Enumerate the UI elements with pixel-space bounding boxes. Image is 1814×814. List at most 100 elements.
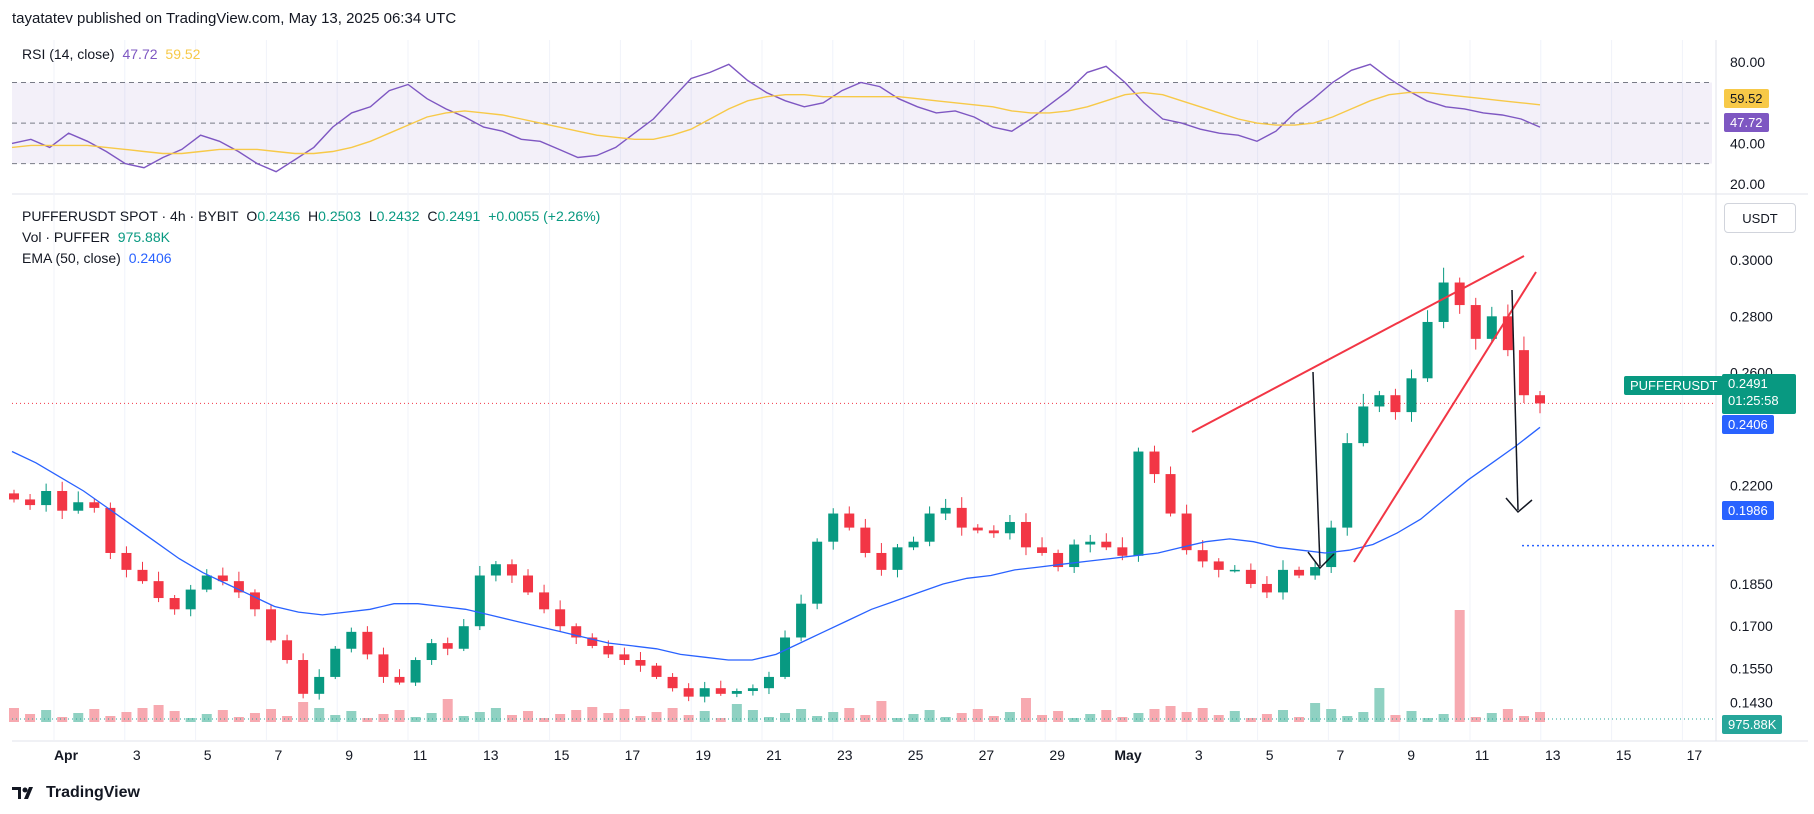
volume-bar bbox=[346, 711, 357, 722]
candle-body bbox=[121, 552, 132, 570]
candle-body bbox=[796, 603, 807, 638]
rsi-tick-label: 40.00 bbox=[1730, 135, 1765, 151]
volume-bar bbox=[1358, 712, 1369, 722]
candle-body bbox=[1037, 547, 1048, 553]
volume-bar bbox=[1213, 715, 1224, 722]
volume-bar bbox=[137, 708, 148, 722]
volume-bar bbox=[1117, 717, 1128, 722]
time-tick-label: 29 bbox=[1049, 747, 1065, 763]
volume-bar bbox=[651, 712, 662, 722]
price-tick-label: 0.1430 bbox=[1730, 694, 1773, 710]
candle-body bbox=[233, 581, 244, 593]
volume-bar bbox=[988, 716, 999, 722]
candle-body bbox=[1085, 541, 1096, 545]
candle-body bbox=[731, 691, 742, 694]
candle-body bbox=[410, 660, 421, 683]
volume-bar bbox=[1342, 716, 1353, 722]
candle-body bbox=[603, 645, 614, 655]
symbol-legend: PUFFERUSDT SPOT · 4h · BYBIT bbox=[22, 208, 239, 224]
candle-body bbox=[1229, 569, 1240, 572]
candle-body bbox=[523, 575, 534, 593]
candle-body bbox=[908, 541, 919, 548]
volume-bar bbox=[699, 711, 710, 722]
volume-bar bbox=[57, 717, 68, 722]
volume-bar bbox=[410, 717, 421, 722]
volume-bar bbox=[1165, 706, 1176, 722]
candle-body bbox=[506, 564, 517, 576]
price-tag-box: 0.2491 01:25:58 bbox=[1722, 374, 1796, 414]
open-label: O bbox=[246, 208, 258, 224]
volume-bar bbox=[266, 709, 277, 722]
candle-body bbox=[249, 592, 260, 610]
candle-body bbox=[346, 631, 357, 649]
time-tick-label: 3 bbox=[1195, 747, 1203, 763]
volume-bar bbox=[1502, 709, 1513, 722]
candle-body bbox=[153, 581, 164, 599]
volume-bar bbox=[715, 718, 726, 722]
candle-body bbox=[1486, 316, 1497, 339]
candle-body bbox=[1374, 395, 1385, 407]
price-tick-label: 0.3000 bbox=[1730, 252, 1773, 268]
candle-body bbox=[1310, 567, 1321, 576]
candle-body bbox=[378, 654, 389, 677]
volume-bar bbox=[667, 708, 678, 722]
volume-bar bbox=[1004, 712, 1015, 722]
volume-bar bbox=[1326, 709, 1337, 722]
tradingview-logo[interactable]: TradingView bbox=[12, 784, 140, 802]
time-tick-label: 13 bbox=[1545, 747, 1561, 763]
volume-bar bbox=[1470, 717, 1481, 722]
candle-body bbox=[1261, 583, 1272, 593]
volume-bar bbox=[603, 713, 614, 722]
rsi-legend-name: RSI (14, close) bbox=[22, 46, 115, 62]
arrow-right-shaft bbox=[1511, 289, 1519, 511]
volume-bar bbox=[1197, 708, 1208, 722]
volume-bar bbox=[1085, 714, 1096, 722]
tradingview-brand: TradingView bbox=[46, 784, 140, 801]
volume-bar bbox=[41, 710, 52, 722]
volume-bar bbox=[169, 711, 180, 722]
rsi-line bbox=[11, 63, 1541, 173]
candle-body bbox=[1197, 550, 1208, 562]
candle-body bbox=[876, 552, 887, 570]
volume-bar bbox=[956, 713, 967, 722]
candle-body bbox=[1454, 282, 1465, 306]
volume-bar bbox=[506, 715, 517, 722]
candle-body bbox=[298, 660, 309, 694]
high-label: H bbox=[308, 208, 319, 224]
time-tick-label: 17 bbox=[625, 747, 641, 763]
time-tick-label: 15 bbox=[554, 747, 570, 763]
candle-body bbox=[1342, 443, 1353, 528]
time-tick-label: 9 bbox=[1407, 747, 1415, 763]
volume-bar bbox=[153, 705, 164, 722]
candle-body bbox=[201, 575, 212, 590]
candle-body bbox=[57, 490, 68, 511]
volume-bar bbox=[1133, 713, 1144, 722]
volume-bar bbox=[1101, 710, 1112, 722]
candle-body bbox=[667, 676, 678, 689]
open-value: 0.2436 bbox=[257, 208, 301, 224]
wedge-lower-line bbox=[1353, 271, 1537, 563]
candles-group bbox=[9, 267, 1545, 703]
price-tick-label: 0.1550 bbox=[1730, 660, 1773, 676]
currency-button[interactable]: USDT bbox=[1724, 203, 1796, 233]
volume-bar bbox=[1310, 703, 1321, 722]
ema-legend: EMA (50, close) 0.2406 bbox=[22, 250, 176, 266]
time-tick-label: 7 bbox=[1337, 747, 1345, 763]
volume-bar bbox=[394, 710, 405, 722]
candle-body bbox=[619, 654, 630, 661]
rsi-tag: 47.72 bbox=[1724, 113, 1769, 132]
time-tick-label: 11 bbox=[1475, 747, 1490, 763]
candle-body bbox=[892, 547, 903, 570]
candle-body bbox=[828, 513, 839, 542]
candle-body bbox=[1358, 406, 1369, 444]
time-tick-label: 11 bbox=[413, 747, 428, 763]
candle-body bbox=[282, 640, 293, 661]
volume-bar bbox=[1438, 714, 1449, 722]
candle-body bbox=[555, 609, 566, 627]
candle-body bbox=[1470, 305, 1481, 339]
ema-line bbox=[11, 426, 1541, 661]
close-label: C bbox=[427, 208, 438, 224]
time-tick-label: 5 bbox=[1266, 747, 1274, 763]
candle-body bbox=[442, 643, 453, 649]
